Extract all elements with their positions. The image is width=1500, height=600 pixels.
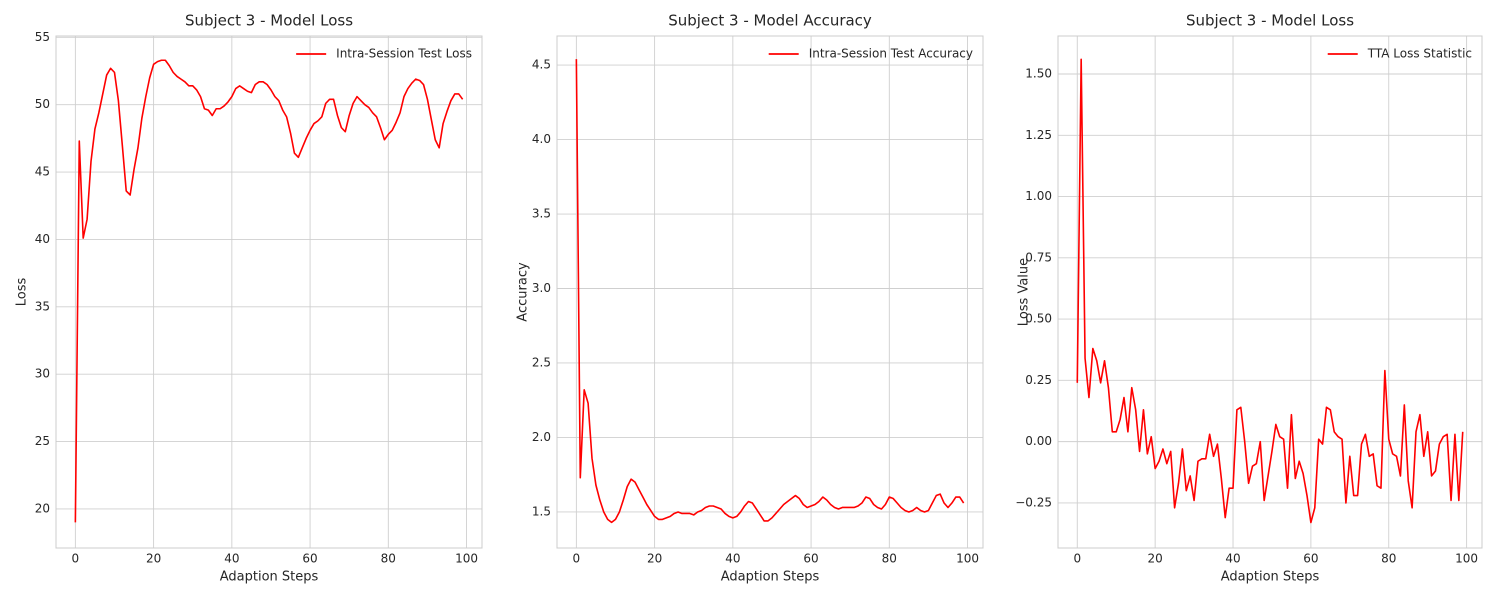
x-tick-label: 60 (1303, 552, 1318, 566)
y-tick-label: 2.0 (532, 430, 551, 444)
x-tick-label: 80 (381, 552, 396, 566)
x-tick-label: 100 (956, 552, 979, 566)
subplot: 0 20 40 60 80 100 20 25 30 35 40 45 50 55 Subject 3 - … (15, 12, 483, 585)
y-tick-label: 1.25 (1025, 128, 1052, 142)
x-tick-label: 0 (1073, 552, 1081, 566)
axes-frame (55, 35, 483, 549)
subplot: 0 20 40 60 80 100 1.5 2.0 2.5 3.0 3.5 4.0 4.5 Subject… (516, 12, 984, 585)
legend-label: Intra-Session Test Loss (336, 47, 472, 61)
legend-label: Intra-Session Test Accuracy (809, 47, 973, 61)
x-tick-label: 20 (647, 552, 662, 566)
y-tick-label: 45 (35, 165, 50, 179)
x-tick-label: 20 (146, 552, 161, 566)
x-axis-label: Adaption Steps (721, 570, 820, 585)
x-tick-label: 20 (1148, 552, 1163, 566)
y-tick-label: 2.5 (532, 355, 551, 369)
y-tick-label: 1.50 (1025, 66, 1052, 80)
subplot: 0 20 40 60 80 100 −0.25 0.00 0.25 0.50 0.75 1.00 1.2… (1015, 12, 1483, 585)
chart-title: Subject 3 - Model Accuracy (668, 12, 872, 30)
y-tick-label: 1.5 (532, 504, 551, 518)
y-tick-label: 0.25 (1025, 373, 1052, 387)
y-axis-label: Loss (15, 278, 30, 307)
x-tick-label: 80 (882, 552, 897, 566)
data-line (575, 59, 965, 524)
y-tick-label: −0.25 (1015, 495, 1052, 509)
y-tick-label: 1.00 (1025, 189, 1052, 203)
chart-title: Subject 3 - Model Loss (185, 12, 353, 30)
y-tick-label: 35 (35, 299, 50, 313)
y-axis-label: Loss Value (1017, 258, 1032, 326)
y-tick-label: 30 (35, 367, 50, 381)
x-tick-label: 40 (224, 552, 239, 566)
y-tick-label: 0.50 (1025, 312, 1052, 326)
x-tick-label: 100 (1455, 552, 1478, 566)
x-tick-label: 40 (1225, 552, 1240, 566)
y-tick-label: 40 (35, 232, 50, 246)
legend-label: TTA Loss Statistic (1367, 47, 1472, 61)
x-axis-label: Adaption Steps (220, 570, 319, 585)
y-tick-label: 4.5 (532, 58, 551, 72)
y-tick-label: 3.5 (532, 207, 551, 221)
y-tick-label: 25 (35, 434, 50, 448)
y-tick-label: 50 (35, 97, 50, 111)
data-line (1076, 58, 1464, 524)
axes-frame (556, 35, 984, 549)
y-tick-label: 4.0 (532, 132, 551, 146)
x-tick-label: 0 (72, 552, 80, 566)
y-tick-label: 0.00 (1025, 434, 1052, 448)
y-axis-label: Accuracy (516, 262, 531, 322)
y-tick-label: 0.75 (1025, 250, 1052, 264)
y-tick-label: 20 (35, 501, 50, 515)
x-axis-label: Adaption Steps (1221, 570, 1320, 585)
y-tick-label: 55 (35, 30, 50, 44)
axes-frame (1057, 35, 1483, 549)
x-tick-label: 40 (725, 552, 740, 566)
x-tick-label: 80 (1381, 552, 1396, 566)
y-tick-label: 3.0 (532, 281, 551, 295)
x-tick-label: 60 (803, 552, 818, 566)
x-tick-label: 60 (302, 552, 317, 566)
x-tick-label: 0 (573, 552, 581, 566)
x-tick-label: 100 (455, 552, 478, 566)
chart-title: Subject 3 - Model Loss (1186, 12, 1354, 30)
data-line (74, 59, 464, 523)
